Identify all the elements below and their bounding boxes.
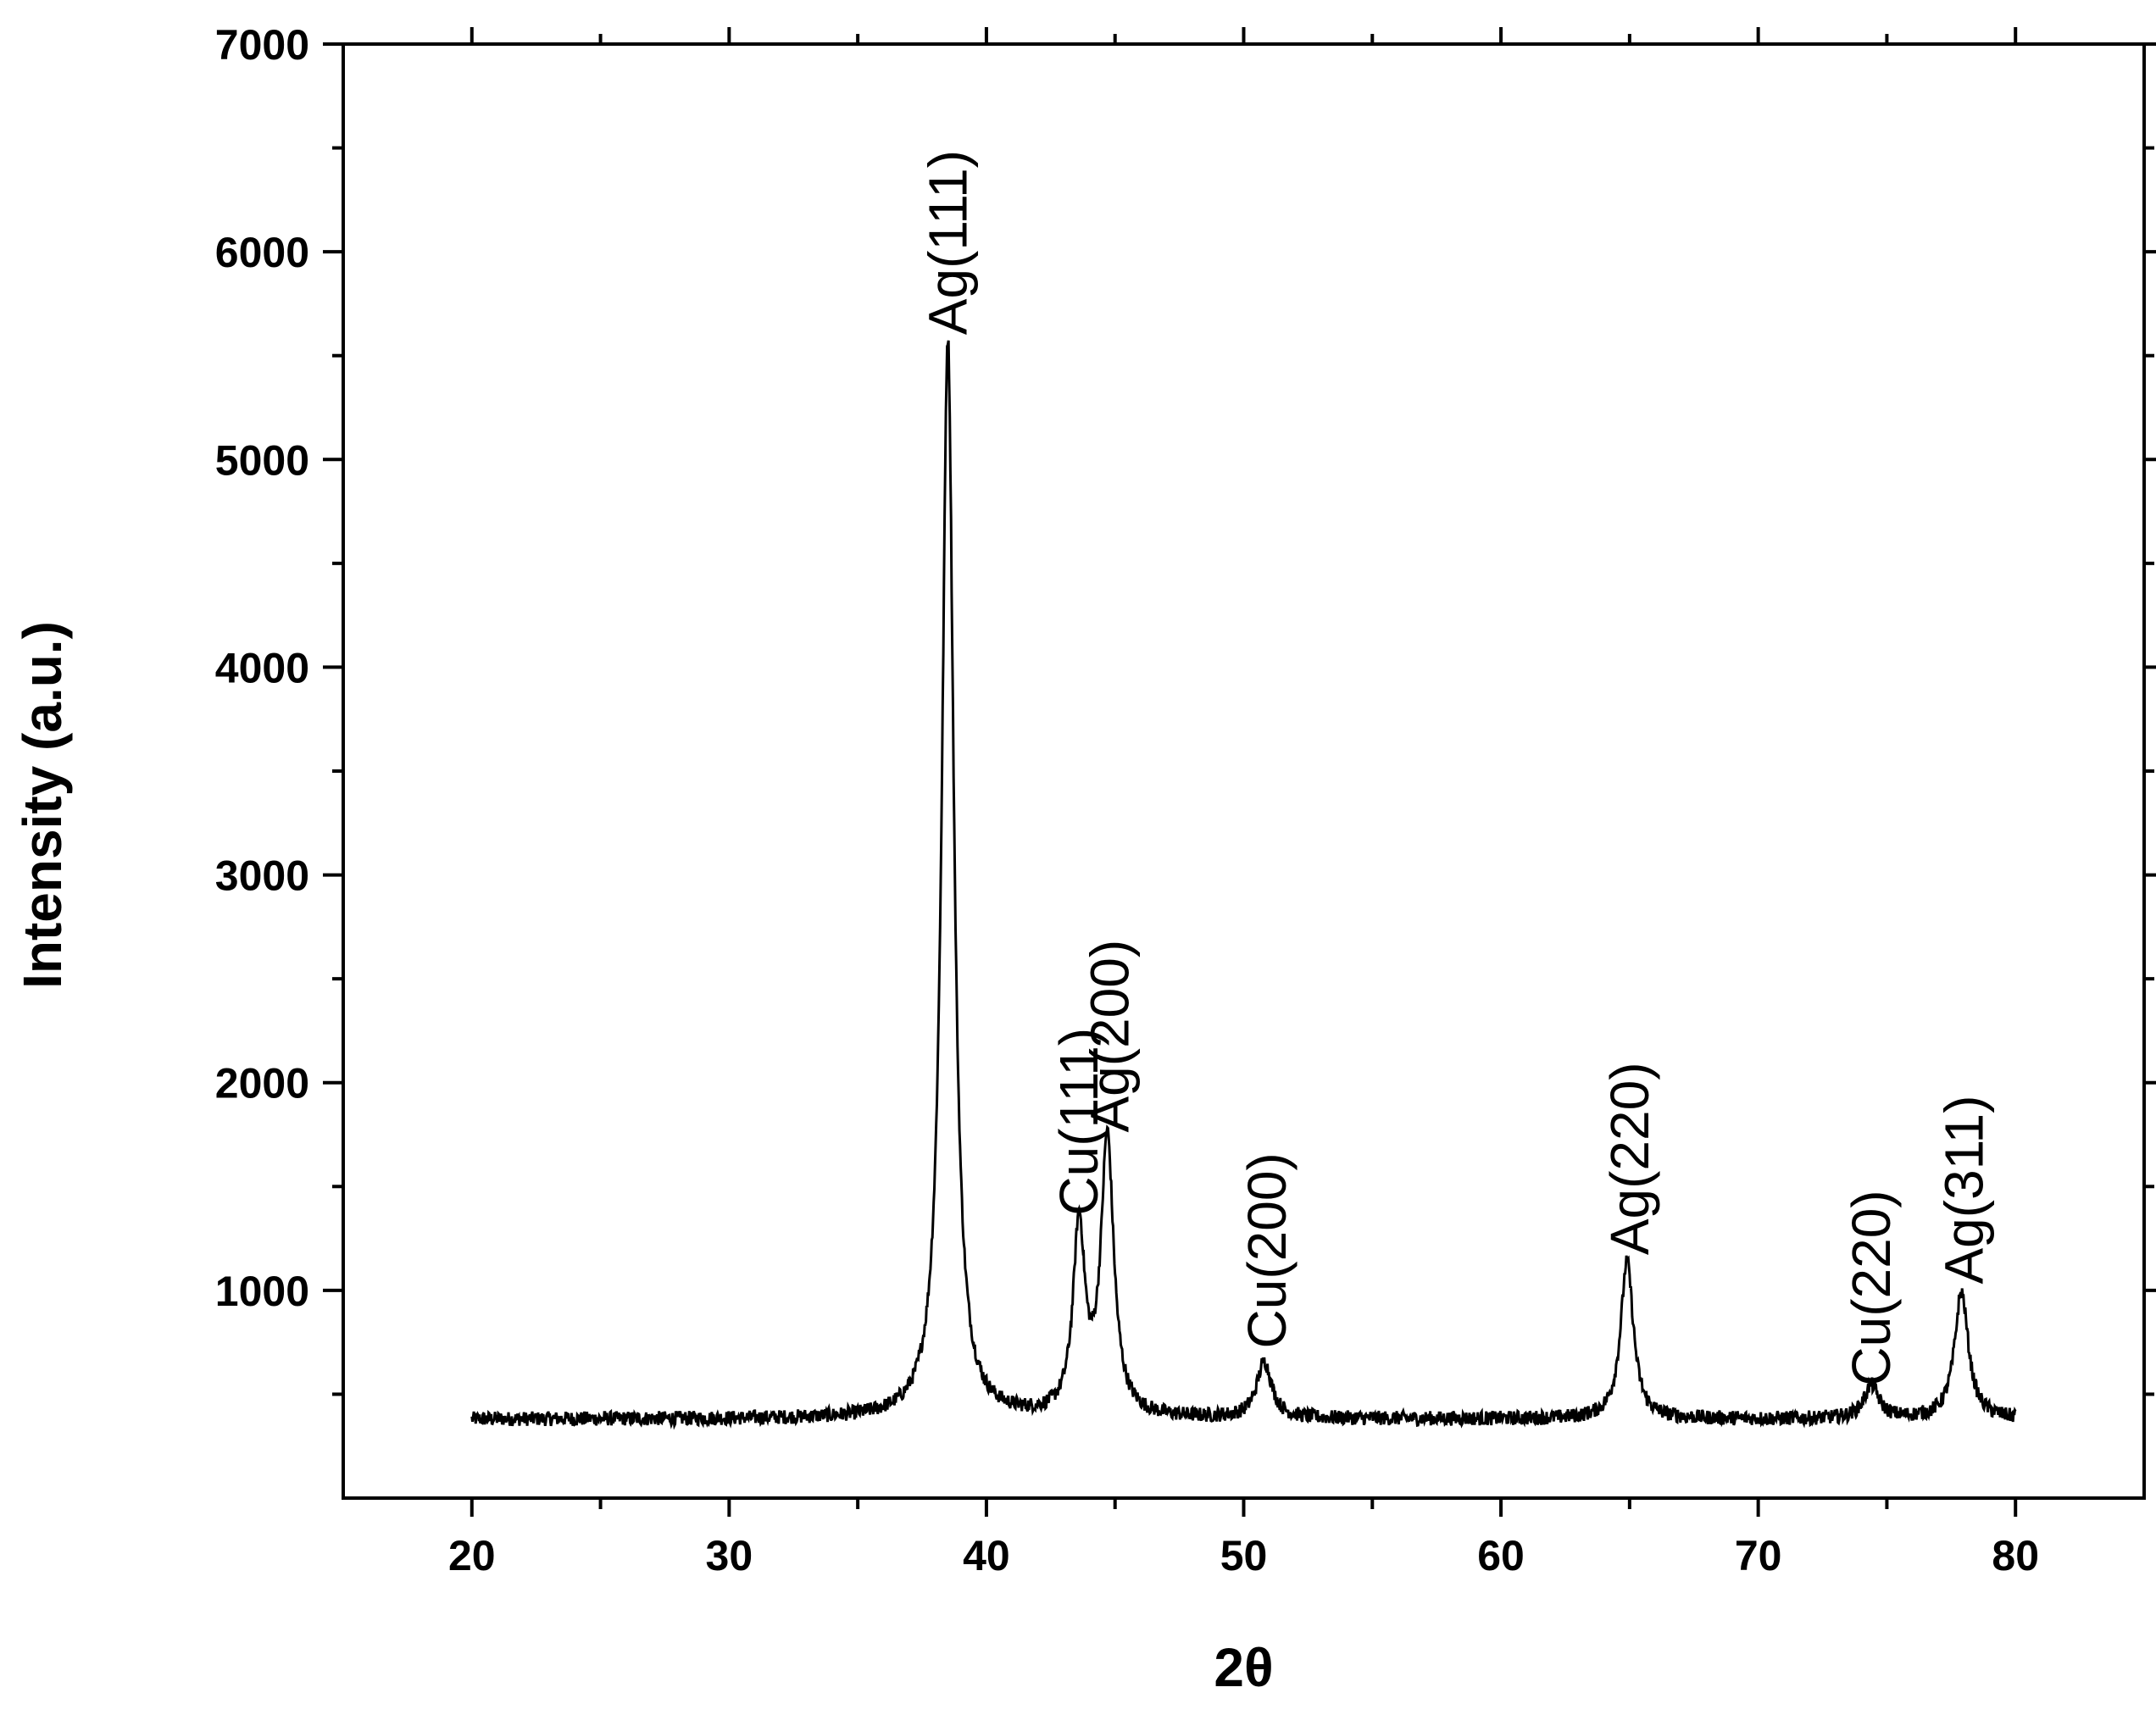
peak-label: Ag(200) [1080, 940, 1141, 1133]
y-tick-label: 3000 [215, 852, 309, 900]
labels-layer: 20 30 40 50 60 70 80 1000 2000 3000 4000 5000 6000 70… [215, 21, 2039, 1579]
peak-label: Ag(111) [917, 150, 978, 335]
peak-label: Ag(311) [1934, 1096, 1995, 1285]
y-tick-label: 1000 [215, 1268, 309, 1315]
y-tick-label: 4000 [215, 644, 309, 691]
x-axis-title: 2θ [1214, 1637, 1273, 1698]
peak-label: Cu(111) [1048, 1028, 1109, 1216]
x-tick-label: 40 [963, 1532, 1010, 1579]
peak-label: Ag(220) [1599, 1062, 1660, 1255]
y-axis-title: Intensity (a.u.) [12, 621, 73, 989]
peak-label: Cu(200) [1236, 1152, 1297, 1348]
x-tick-label: 30 [706, 1532, 753, 1579]
y-tick-label: 5000 [215, 436, 309, 484]
annotations-layer: Ag(111) Cu(111)Ag(200) Cu(200) Ag(220) Cu(22… [917, 150, 1994, 1386]
x-tick-label: 80 [1992, 1532, 2039, 1579]
plot-frame [342, 42, 2146, 1500]
y-tick-label: 6000 [215, 229, 309, 276]
diffraction-pattern-line [470, 340, 2017, 1430]
y-tick-label: 2000 [215, 1060, 309, 1107]
y-tick-label: 7000 [215, 21, 309, 69]
x-tick-label: 20 [448, 1532, 496, 1579]
peak-label: Cu(220) [1841, 1190, 1902, 1385]
x-tick-label: 70 [1735, 1532, 1782, 1579]
x-tick-label: 60 [1477, 1532, 1525, 1579]
x-tick-label: 50 [1220, 1532, 1268, 1579]
